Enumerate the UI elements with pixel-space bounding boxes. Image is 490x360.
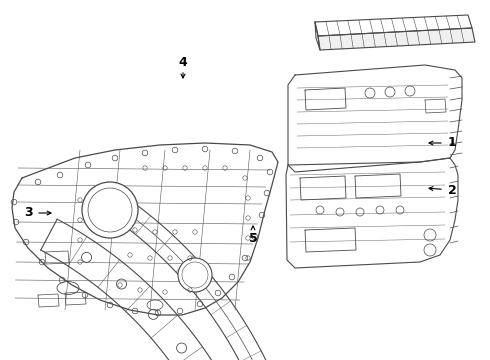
Circle shape [178,258,212,292]
Text: 4: 4 [179,55,187,68]
Circle shape [82,182,138,238]
Polygon shape [315,22,320,50]
Polygon shape [286,158,458,268]
Text: 1: 1 [448,136,456,149]
Polygon shape [315,15,472,36]
Text: 3: 3 [24,207,32,220]
Text: 2: 2 [448,184,456,197]
Polygon shape [288,65,462,172]
Polygon shape [12,143,278,315]
Text: 5: 5 [248,231,257,244]
Polygon shape [318,28,475,50]
Polygon shape [41,219,276,360]
